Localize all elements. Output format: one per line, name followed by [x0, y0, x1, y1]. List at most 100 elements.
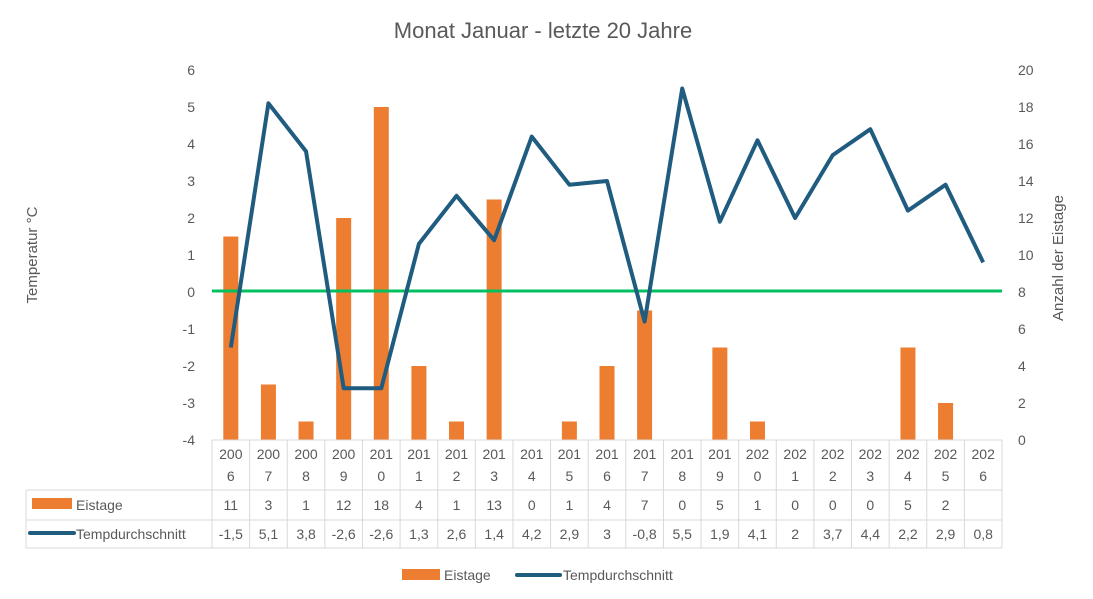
x-tick-label-part1: 201	[520, 446, 544, 462]
y2-tick-label: 18	[1018, 99, 1034, 115]
table-cell-temp: -2,6	[369, 526, 393, 542]
chart-title: Monat Januar - letzte 20 Jahre	[394, 18, 692, 43]
table-cell-temp: 2	[791, 526, 799, 542]
x-tick-label-part1: 202	[821, 446, 845, 462]
table-cell-temp: -0,8	[633, 526, 657, 542]
table-cell-eistage: 0	[678, 497, 686, 513]
table-cell-eistage: 1	[754, 497, 762, 513]
x-tick-label-part2: 1	[415, 468, 423, 484]
x-tick-label-part2: 8	[302, 468, 310, 484]
x-tick-label-part1: 201	[671, 446, 695, 462]
x-tick-label-part2: 3	[490, 468, 498, 484]
table-cell-eistage: 3	[265, 497, 273, 513]
bar-eistage	[373, 107, 389, 440]
x-tick-label-part1: 201	[708, 446, 732, 462]
y2-tick-label: 4	[1018, 358, 1026, 374]
x-tick-label-part1: 201	[370, 446, 394, 462]
x-tick-label-part1: 200	[219, 446, 243, 462]
x-tick-label-part2: 9	[716, 468, 724, 484]
x-tick-label-part1: 201	[482, 446, 506, 462]
y2-tick-label: 20	[1018, 62, 1034, 78]
x-tick-label-part2: 6	[227, 468, 235, 484]
y-axis-label: Temperatur °C	[24, 206, 41, 303]
x-tick-label-part1: 202	[859, 446, 883, 462]
table-cell-temp: 5,5	[673, 526, 693, 542]
table-cell-temp: -2,6	[332, 526, 356, 542]
y2-tick-label: 12	[1018, 210, 1034, 226]
x-tick-label-part2: 5	[942, 468, 950, 484]
bar-eistage	[411, 366, 427, 440]
table-cell-eistage: 0	[829, 497, 837, 513]
x-tick-label-part1: 200	[257, 446, 281, 462]
table-cell-eistage: 0	[791, 497, 799, 513]
bar-eistage	[561, 421, 577, 440]
table-cell-temp: 4,4	[861, 526, 881, 542]
table-cell-eistage: 5	[716, 497, 724, 513]
x-tick-label-part1: 201	[407, 446, 431, 462]
table-row-label-eistage: Eistage	[76, 497, 123, 513]
y2-axis-label: Anzahl der Eistage	[1050, 195, 1067, 321]
x-tick-label-part1: 201	[595, 446, 619, 462]
bar-eistage	[599, 366, 615, 440]
table-cell-temp: 3,7	[823, 526, 843, 542]
y-tick-label: -3	[183, 395, 196, 411]
x-tick-label-part1: 202	[934, 446, 958, 462]
bar-eistage	[260, 384, 276, 440]
x-tick-label-part2: 0	[754, 468, 762, 484]
x-tick-label-part2: 7	[641, 468, 649, 484]
table-cell-temp: 4,2	[522, 526, 542, 542]
x-tick-label-part1: 200	[332, 446, 356, 462]
bar-eistage	[712, 347, 728, 440]
table-cell-temp: 2,2	[898, 526, 918, 542]
y2-tick-label: 14	[1018, 173, 1034, 189]
bar-eistage	[486, 199, 502, 440]
y-tick-label: 1	[187, 247, 195, 263]
table-cell-eistage: 18	[373, 497, 389, 513]
y2-tick-label: 0	[1018, 432, 1026, 448]
x-tick-label-part2: 4	[528, 468, 536, 484]
y2-tick-label: 16	[1018, 136, 1034, 152]
table-cell-eistage: 0	[866, 497, 874, 513]
legend-swatch-eistage	[402, 569, 440, 580]
x-tick-label-part1: 200	[294, 446, 318, 462]
legend-key-eistage	[32, 498, 72, 509]
table-cell-temp: 2,6	[447, 526, 467, 542]
table-cell-temp: 1,9	[710, 526, 730, 542]
x-tick-label-part1: 202	[783, 446, 807, 462]
y2-tick-label: 6	[1018, 321, 1026, 337]
x-tick-label-part2: 3	[866, 468, 874, 484]
table-cell-temp: 1,4	[484, 526, 504, 542]
bar-eistage	[336, 218, 352, 440]
table-cell-eistage: 2	[942, 497, 950, 513]
table-cell-temp: 0,8	[973, 526, 993, 542]
x-tick-label-part2: 1	[791, 468, 799, 484]
table-cell-eistage: 12	[336, 497, 352, 513]
x-tick-label-part2: 2	[453, 468, 461, 484]
x-tick-label-part1: 201	[445, 446, 469, 462]
legend-label-eistage: Eistage	[444, 567, 491, 583]
y2-tick-label: 8	[1018, 284, 1026, 300]
x-tick-label-part1: 202	[896, 446, 920, 462]
table-cell-eistage: 1	[453, 497, 461, 513]
table-cell-eistage: 4	[603, 497, 611, 513]
y-tick-label: -2	[183, 358, 196, 374]
table-cell-eistage: 0	[528, 497, 536, 513]
x-tick-label-part2: 6	[603, 468, 611, 484]
x-tick-label-part2: 4	[904, 468, 912, 484]
x-tick-label-part2: 5	[565, 468, 573, 484]
y2-tick-label: 10	[1018, 247, 1034, 263]
x-tick-label-part1: 202	[972, 446, 996, 462]
table-cell-temp: 2,9	[936, 526, 956, 542]
bar-eistage	[637, 310, 653, 440]
table-cell-temp: 5,1	[259, 526, 279, 542]
table-cell-eistage: 11	[224, 497, 239, 513]
x-tick-label-part1: 201	[558, 446, 582, 462]
bar-eistage	[298, 421, 314, 440]
x-tick-label-part2: 0	[377, 468, 385, 484]
table-cell-temp: 4,1	[748, 526, 768, 542]
x-tick-label-part2: 6	[979, 468, 987, 484]
y-tick-label: 4	[187, 136, 195, 152]
y-tick-label: -4	[183, 432, 196, 448]
x-tick-label-part1: 201	[633, 446, 657, 462]
